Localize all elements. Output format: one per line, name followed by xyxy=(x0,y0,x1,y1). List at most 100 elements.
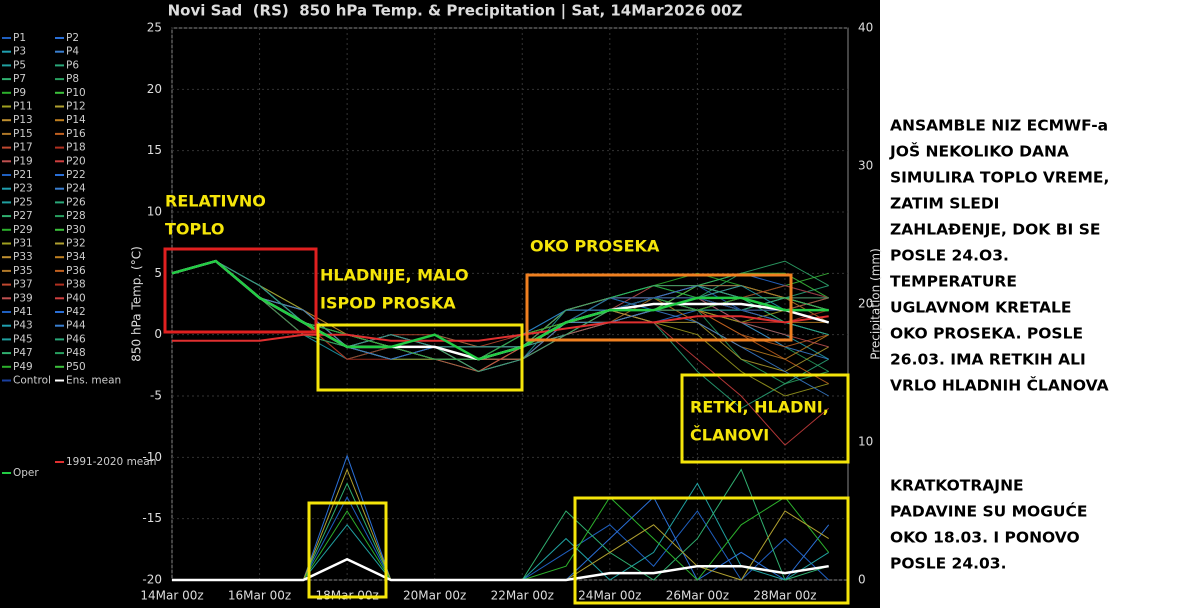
legend-label: P42 xyxy=(66,306,86,318)
legend-label: P25 xyxy=(13,196,33,208)
legend-label: P4 xyxy=(66,46,79,58)
side-text: UGLAVNOM KRETALE xyxy=(890,299,1071,317)
legend-label: P13 xyxy=(13,114,33,126)
legend-label: P2 xyxy=(66,32,79,44)
legend-label: P47 xyxy=(13,347,33,359)
legend-label: P22 xyxy=(66,169,86,181)
side-text: 26.03. IMA RETKIH ALI xyxy=(890,351,1086,369)
legend-label: P17 xyxy=(13,142,33,154)
y-tick-label: 15 xyxy=(147,143,162,157)
legend-label: P36 xyxy=(66,265,86,277)
y2-axis-label: Precipitation (mm) xyxy=(869,248,883,360)
y-axis-label: 850 hPa Temp. (°C) xyxy=(130,246,144,362)
y2-tick-label: 20 xyxy=(858,297,873,311)
legend-label: P39 xyxy=(13,292,33,304)
highlight-box xyxy=(525,273,793,342)
side-text: ZAHLAĐENJE, DOK BI SE xyxy=(890,221,1100,239)
legend-label: P29 xyxy=(13,224,33,236)
highlight-box xyxy=(573,496,850,605)
legend-label: P28 xyxy=(66,210,86,222)
legend-label: P16 xyxy=(66,128,86,140)
legend-label: P14 xyxy=(66,114,86,126)
legend-label: P15 xyxy=(13,128,33,140)
legend-label: P30 xyxy=(66,224,86,236)
y2-tick-label: 10 xyxy=(858,435,873,449)
y-tick-label: 20 xyxy=(147,82,162,96)
legend-label: P5 xyxy=(13,59,26,71)
legend-label: P18 xyxy=(66,142,86,154)
legend-label: P21 xyxy=(13,169,33,181)
side-text: POSLE 24.03. xyxy=(890,555,1006,573)
y-tick-label: 5 xyxy=(154,266,162,280)
annotation: OKO PROSEKA xyxy=(530,237,660,256)
legend-label: P46 xyxy=(66,333,86,345)
legend-label: Oper xyxy=(13,467,39,479)
legend-label: P35 xyxy=(13,265,33,277)
legend-label: P23 xyxy=(13,183,33,195)
x-tick-label: 28Mar 00z xyxy=(753,589,816,603)
side-text: JOŠ NEKOLIKO DANA xyxy=(889,142,1069,161)
legend-label: P7 xyxy=(13,73,26,85)
y-tick-label: 0 xyxy=(154,327,162,341)
y-tick-label: -10 xyxy=(142,450,162,464)
legend-label: Ens. mean xyxy=(66,375,121,387)
annotation: ČLANOVI xyxy=(690,426,769,445)
chart-title: Novi Sad (RS) 850 hPa Temp. & Precipitat… xyxy=(168,2,743,21)
legend-label: P34 xyxy=(66,251,86,263)
x-tick-label: 20Mar 00z xyxy=(403,589,466,603)
highlight-box xyxy=(680,373,850,464)
legend-label: P9 xyxy=(13,87,26,99)
legend-label: P45 xyxy=(13,333,33,345)
y2-tick-label: 30 xyxy=(858,159,873,173)
legend-label: P48 xyxy=(66,347,86,359)
x-tick-label: 16Mar 00z xyxy=(228,589,291,603)
highlight-box xyxy=(316,323,524,392)
side-text: POSLE 24.O3. xyxy=(890,247,1009,265)
legend-label: P44 xyxy=(66,320,86,332)
y-tick-label: -20 xyxy=(142,573,162,587)
legend-label: P20 xyxy=(66,155,86,167)
legend-label: P40 xyxy=(66,292,86,304)
annotation: ISPOD PROSKA xyxy=(320,294,456,313)
annotation: HLADNIJE, MALO xyxy=(320,266,469,285)
legend-label: P11 xyxy=(13,101,33,113)
y-tick-label: 10 xyxy=(147,205,162,219)
legend-label: P33 xyxy=(13,251,33,263)
legend-label: P12 xyxy=(66,101,86,113)
legend-label: P49 xyxy=(13,361,33,373)
legend-label: P32 xyxy=(66,238,86,250)
legend-label: 1991-2020 mean xyxy=(66,456,156,468)
temperature-line xyxy=(171,259,829,361)
temperature-line xyxy=(172,315,829,342)
legend-label: P24 xyxy=(66,183,86,195)
side-text: VRLO HLADNIH ČLANOVA xyxy=(890,376,1109,395)
legend-label: P43 xyxy=(13,320,33,332)
legend-label: P50 xyxy=(66,361,86,373)
y2-tick-label: 0 xyxy=(858,573,866,587)
legend-label: P3 xyxy=(13,46,26,58)
side-text: KRATKOTRAJNE xyxy=(890,477,1024,495)
x-tick-label: 26Mar 00z xyxy=(666,589,729,603)
legend-label: P26 xyxy=(66,196,86,208)
legend-label: P37 xyxy=(13,279,33,291)
legend-label: P1 xyxy=(13,32,26,44)
legend-label: P10 xyxy=(66,87,86,99)
side-text: ZATIM SLEDI xyxy=(890,195,999,213)
x-tick-label: 22Mar 00z xyxy=(491,589,554,603)
highlight-box xyxy=(307,501,388,599)
annotation: RETKI, HLADNI, xyxy=(690,398,829,417)
legend-label: P41 xyxy=(13,306,33,318)
legend-label: P31 xyxy=(13,238,33,250)
y-tick-label: 25 xyxy=(147,21,162,35)
annotation: TOPLO xyxy=(165,220,224,239)
side-text: OKO PROSEKA. POSLE xyxy=(890,325,1083,343)
legend-label: P19 xyxy=(13,155,33,167)
legend-label: P6 xyxy=(66,59,79,71)
temperature-line xyxy=(171,260,829,373)
precipitation-line xyxy=(172,557,829,582)
x-tick-label: 14Mar 00z xyxy=(140,589,203,603)
y2-tick-label: 40 xyxy=(858,21,873,35)
legend-label: Control xyxy=(13,375,51,387)
legend-label: P27 xyxy=(13,210,33,222)
